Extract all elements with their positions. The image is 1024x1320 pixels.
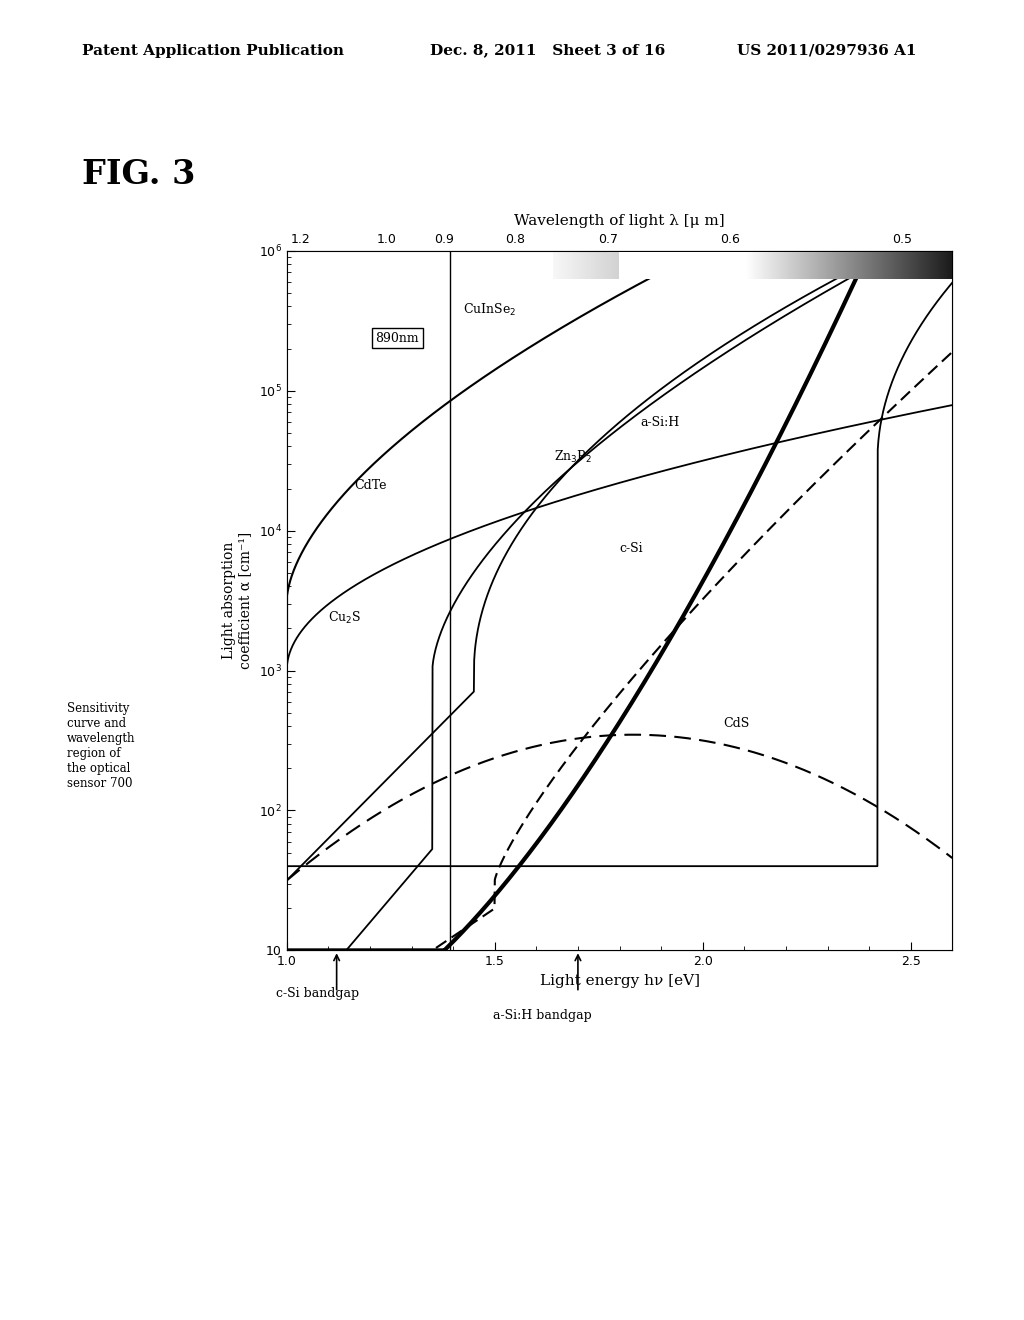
Text: c-Si: c-Si	[620, 541, 643, 554]
Text: 890nm: 890nm	[376, 331, 419, 345]
Text: FIG. 3: FIG. 3	[82, 158, 196, 191]
Text: CdS: CdS	[724, 717, 750, 730]
Text: Sensitivity
curve and
wavelength
region of
the optical
sensor 700: Sensitivity curve and wavelength region …	[67, 702, 135, 789]
Text: Cu$_2$S: Cu$_2$S	[329, 610, 361, 626]
Y-axis label: Light absorption
coefficient α [cm⁻¹]: Light absorption coefficient α [cm⁻¹]	[221, 532, 252, 669]
Text: Zn$_3$P$_2$: Zn$_3$P$_2$	[554, 449, 592, 465]
Text: CuInSe$_2$: CuInSe$_2$	[463, 302, 516, 318]
X-axis label: Light energy hν [eV]: Light energy hν [eV]	[540, 974, 699, 987]
Text: Dec. 8, 2011   Sheet 3 of 16: Dec. 8, 2011 Sheet 3 of 16	[430, 44, 666, 58]
Text: a-Si:H: a-Si:H	[640, 416, 680, 429]
Text: US 2011/0297936 A1: US 2011/0297936 A1	[737, 44, 916, 58]
Text: Patent Application Publication: Patent Application Publication	[82, 44, 344, 58]
Text: c-Si bandgap: c-Si bandgap	[275, 986, 359, 999]
Text: CdTe: CdTe	[354, 479, 387, 491]
X-axis label: Wavelength of light λ [μ m]: Wavelength of light λ [μ m]	[514, 214, 725, 227]
Text: a-Si:H bandgap: a-Si:H bandgap	[494, 1008, 592, 1022]
